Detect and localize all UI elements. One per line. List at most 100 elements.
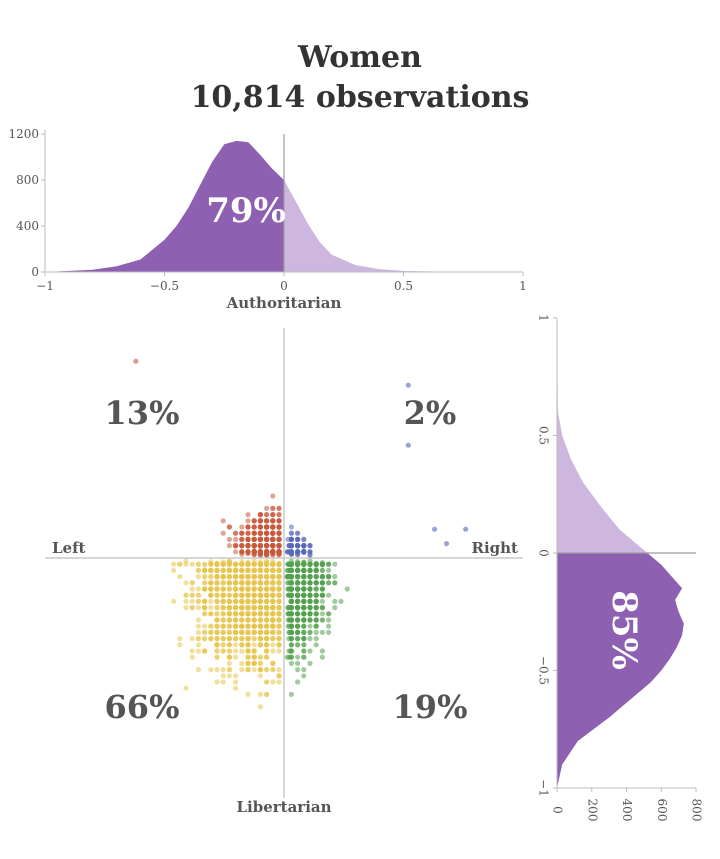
scatter-point-authoritarian-left (270, 543, 276, 549)
scatter-point-libertarian-left (220, 580, 226, 586)
scatter-point-libertarian-left (183, 558, 189, 564)
scatter-point-libertarian-right (332, 580, 338, 586)
scatter-point-libertarian-left (245, 629, 251, 636)
scatter-point-libertarian-right (288, 598, 294, 605)
scatter-point-libertarian-left (239, 667, 245, 673)
chart-title-line-1: Women (298, 40, 422, 75)
scatter-point-libertarian-left (220, 617, 226, 623)
scatter-point-libertarian-left (257, 611, 263, 617)
top-density-light-area (284, 180, 523, 272)
scatter-point-libertarian-right (295, 611, 301, 617)
scatter-point-authoritarian-left (264, 549, 270, 555)
scatter-point-libertarian-left (257, 598, 263, 605)
scatter-point-libertarian-right (326, 617, 332, 623)
scatter-point-libertarian-left (195, 617, 201, 623)
scatter-point-libertarian-left (264, 586, 270, 592)
scatter-point-libertarian-right (307, 567, 313, 574)
scatter-point-libertarian-right (307, 660, 313, 667)
scatter-point-libertarian-left (251, 598, 257, 605)
scatter-point-authoritarian-left (251, 524, 257, 530)
scatter-point-libertarian-left (270, 611, 276, 617)
scatter-point-libertarian-left (239, 586, 245, 592)
scatter-point-libertarian-right (295, 623, 301, 629)
scatter-point-libertarian-left (239, 642, 245, 648)
scatter-point-libertarian-left (270, 660, 276, 667)
scatter-point-libertarian-left (251, 605, 257, 611)
scatter-point-libertarian-right (326, 580, 332, 586)
scatter-point-libertarian-left (226, 561, 232, 567)
scatter-point-authoritarian-left (276, 511, 282, 518)
scatter-point-libertarian-left (233, 580, 239, 586)
scatter-point-libertarian-left (220, 673, 226, 679)
scatter-point-libertarian-right (284, 574, 290, 580)
scatter-point-authoritarian-left (264, 536, 270, 543)
scatter-point-authoritarian-left (220, 530, 226, 536)
scatter-point-libertarian-left (239, 561, 245, 567)
scatter-point-libertarian-left (183, 592, 189, 598)
scatter-point-authoritarian-left (251, 543, 257, 549)
scatter-point-libertarian-left (183, 685, 189, 691)
scatter-point-libertarian-left (220, 636, 226, 642)
scatter-point-libertarian-left (257, 617, 263, 623)
right-density-light-area (557, 318, 648, 553)
scatter-point-libertarian-right (313, 623, 319, 629)
scatter-point-libertarian-left (214, 654, 220, 660)
scatter-point-libertarian-right (313, 567, 319, 574)
scatter-point-libertarian-left (208, 580, 214, 586)
scatter-point-libertarian-right (307, 617, 313, 623)
scatter-point-libertarian-right (285, 561, 291, 567)
scatter-point-libertarian-right (319, 611, 325, 617)
scatter-point-libertarian-right (307, 648, 313, 654)
scatter-point-libertarian-left (214, 611, 220, 617)
scatter-point-libertarian-left (239, 648, 245, 654)
scatter-point-libertarian-right (286, 648, 292, 654)
scatter-point-libertarian-left (183, 605, 189, 611)
scatter-point-libertarian-left (264, 667, 270, 673)
scatter-point-libertarian-left (251, 611, 257, 617)
scatter-point-authoritarian-right (295, 549, 301, 555)
scatter-point-libertarian-left (177, 561, 183, 567)
right-density-main-area (557, 553, 684, 788)
scatter-point-libertarian-left (226, 623, 232, 629)
scatter-point-libertarian-right (307, 592, 313, 598)
scatter-point-libertarian-left (257, 667, 263, 673)
scatter-point-libertarian-left (220, 605, 226, 611)
scatter-point-libertarian-left (233, 567, 239, 574)
scatter-point-libertarian-right (295, 660, 301, 667)
top-x-axis-label: Authoritarian (226, 294, 342, 312)
top-y-tick-label: 0 (31, 265, 39, 279)
scatter-point-libertarian-right (338, 598, 344, 605)
scatter-point-libertarian-left (171, 598, 177, 605)
scatter-point-authoritarian-left (226, 543, 232, 549)
scatter-point-libertarian-right (307, 586, 313, 592)
quadrant-label-libertarian-left: 66% (105, 688, 180, 726)
scatter-point-libertarian-left (264, 567, 270, 574)
scatter-point-libertarian-left (195, 598, 201, 605)
scatter-point-authoritarian-left (257, 518, 263, 524)
scatter-point-libertarian-left (226, 654, 232, 660)
scatter-point-libertarian-right (301, 642, 307, 648)
scatter-point-libertarian-left (214, 679, 220, 685)
scatter-point-libertarian-right (313, 586, 319, 592)
scatter-point-libertarian-right (313, 605, 319, 611)
scatter-point-libertarian-left (257, 592, 263, 598)
scatter-point-libertarian-right (295, 574, 301, 580)
scatter-point-libertarian-left (226, 580, 232, 586)
scatter-point-libertarian-left (226, 636, 232, 642)
scatter-panel: Left Right Libertarian 13% 2% 66% 19% (45, 328, 523, 816)
scatter-point-authoritarian-left (276, 536, 282, 543)
scatter-point-libertarian-left (233, 654, 239, 660)
right-x-tick-label: 600 (655, 799, 669, 822)
scatter-point-libertarian-left (226, 648, 232, 654)
scatter-point-authoritarian-left (233, 543, 239, 549)
scatter-point-libertarian-left (195, 648, 201, 654)
scatter-point-authoritarian-right (405, 442, 411, 448)
scatter-point-authoritarian-right (431, 526, 438, 532)
scatter-point-libertarian-left (208, 567, 214, 574)
scatter-point-libertarian-left (226, 673, 232, 679)
scatter-point-libertarian-right (301, 617, 307, 623)
scatter-point-authoritarian-left (270, 524, 276, 530)
scatter-point-libertarian-left (270, 598, 276, 605)
scatter-point-libertarian-left (245, 567, 251, 574)
